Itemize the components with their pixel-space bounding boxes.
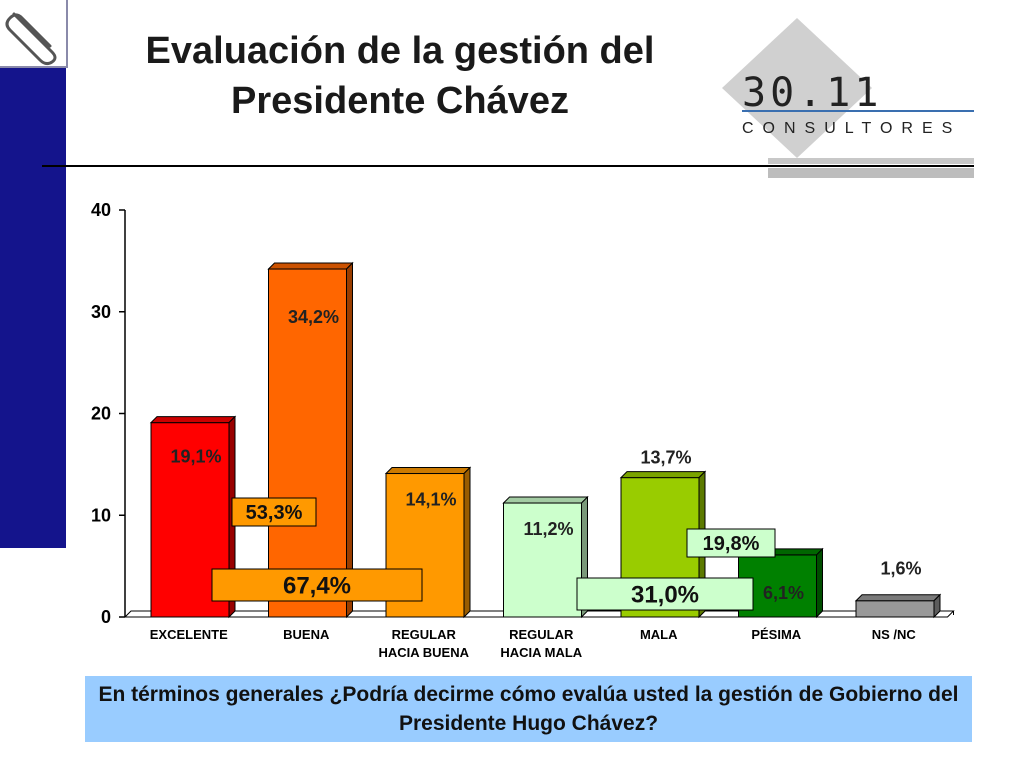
group-total-box: [211, 568, 423, 602]
title-line-2: Presidente Chávez: [231, 80, 569, 122]
bar-top: [854, 594, 942, 602]
bar: [855, 600, 935, 618]
category-label: EXCELENTE: [150, 627, 228, 642]
group-total-label: 53,3%: [246, 502, 303, 524]
page-title: Evaluación de la gestión del Presidente …: [80, 26, 720, 126]
bar-side: [933, 593, 941, 619]
title-divider: [42, 165, 974, 167]
group-total-box: [231, 497, 317, 527]
group-total-box: [686, 528, 776, 558]
company-logo: 30.11 CONSULTORES: [720, 18, 990, 183]
category-label: REGULAR: [509, 627, 574, 642]
y-tick-label: 20: [91, 404, 111, 424]
bar: [503, 502, 582, 618]
data-label: 19,1%: [170, 447, 221, 467]
category-label: NS /NC: [872, 627, 917, 642]
data-label: 6,1%: [763, 583, 804, 603]
bar-top: [267, 262, 354, 270]
category-label: REGULAR: [392, 627, 457, 642]
bar-chart-svg: 0 10 20 30 40 19,1% EXCELENTE 34,2% BUENA 14,1% RE…: [91, 200, 955, 660]
logo-subtitle: CONSULTORES: [742, 120, 962, 137]
bar-side: [346, 261, 353, 619]
bar-top: [384, 467, 472, 475]
y-tick-label: 0: [101, 607, 111, 627]
category-label: BUENA: [283, 627, 330, 642]
data-label: 13,7%: [640, 448, 691, 468]
group-total-label: 19,8%: [703, 533, 760, 555]
logo-graphic: [722, 18, 974, 178]
category-label: HACIA MALA: [500, 645, 582, 660]
data-label: 11,2%: [523, 519, 573, 539]
y-tick-label: 40: [91, 200, 111, 220]
bar-side: [463, 466, 471, 619]
survey-question: En términos generales ¿Podría decirme có…: [85, 676, 972, 742]
data-label: 14,1%: [405, 490, 456, 510]
y-tick-label: 10: [91, 505, 111, 525]
paperclip-icon: [5, 12, 57, 66]
bar-chart: 0 10 20 30 40 19,1% EXCELENTE 34,2% BUENA 14,1% RE…: [60, 190, 980, 670]
group-total-label: 67,4%: [283, 573, 351, 600]
category-label: MALA: [640, 627, 678, 642]
paperclip-box: [0, 0, 68, 68]
logo-number: 30.11: [742, 70, 883, 116]
group-total-label: 31,0%: [631, 582, 699, 609]
bar-top: [502, 496, 589, 504]
category-label: PÉSIMA: [751, 627, 801, 642]
data-label: 1,6%: [880, 559, 921, 579]
group-total-box: [576, 577, 754, 611]
bar-top: [619, 471, 707, 479]
y-tick-label: 30: [91, 302, 111, 322]
left-accent-bar: [0, 0, 66, 548]
bar-side: [816, 547, 823, 619]
bar-top: [149, 416, 237, 424]
data-label: 34,2%: [288, 307, 339, 327]
title-line-1: Evaluación de la gestión del: [145, 30, 655, 72]
category-label: HACIA BUENA: [378, 645, 469, 660]
